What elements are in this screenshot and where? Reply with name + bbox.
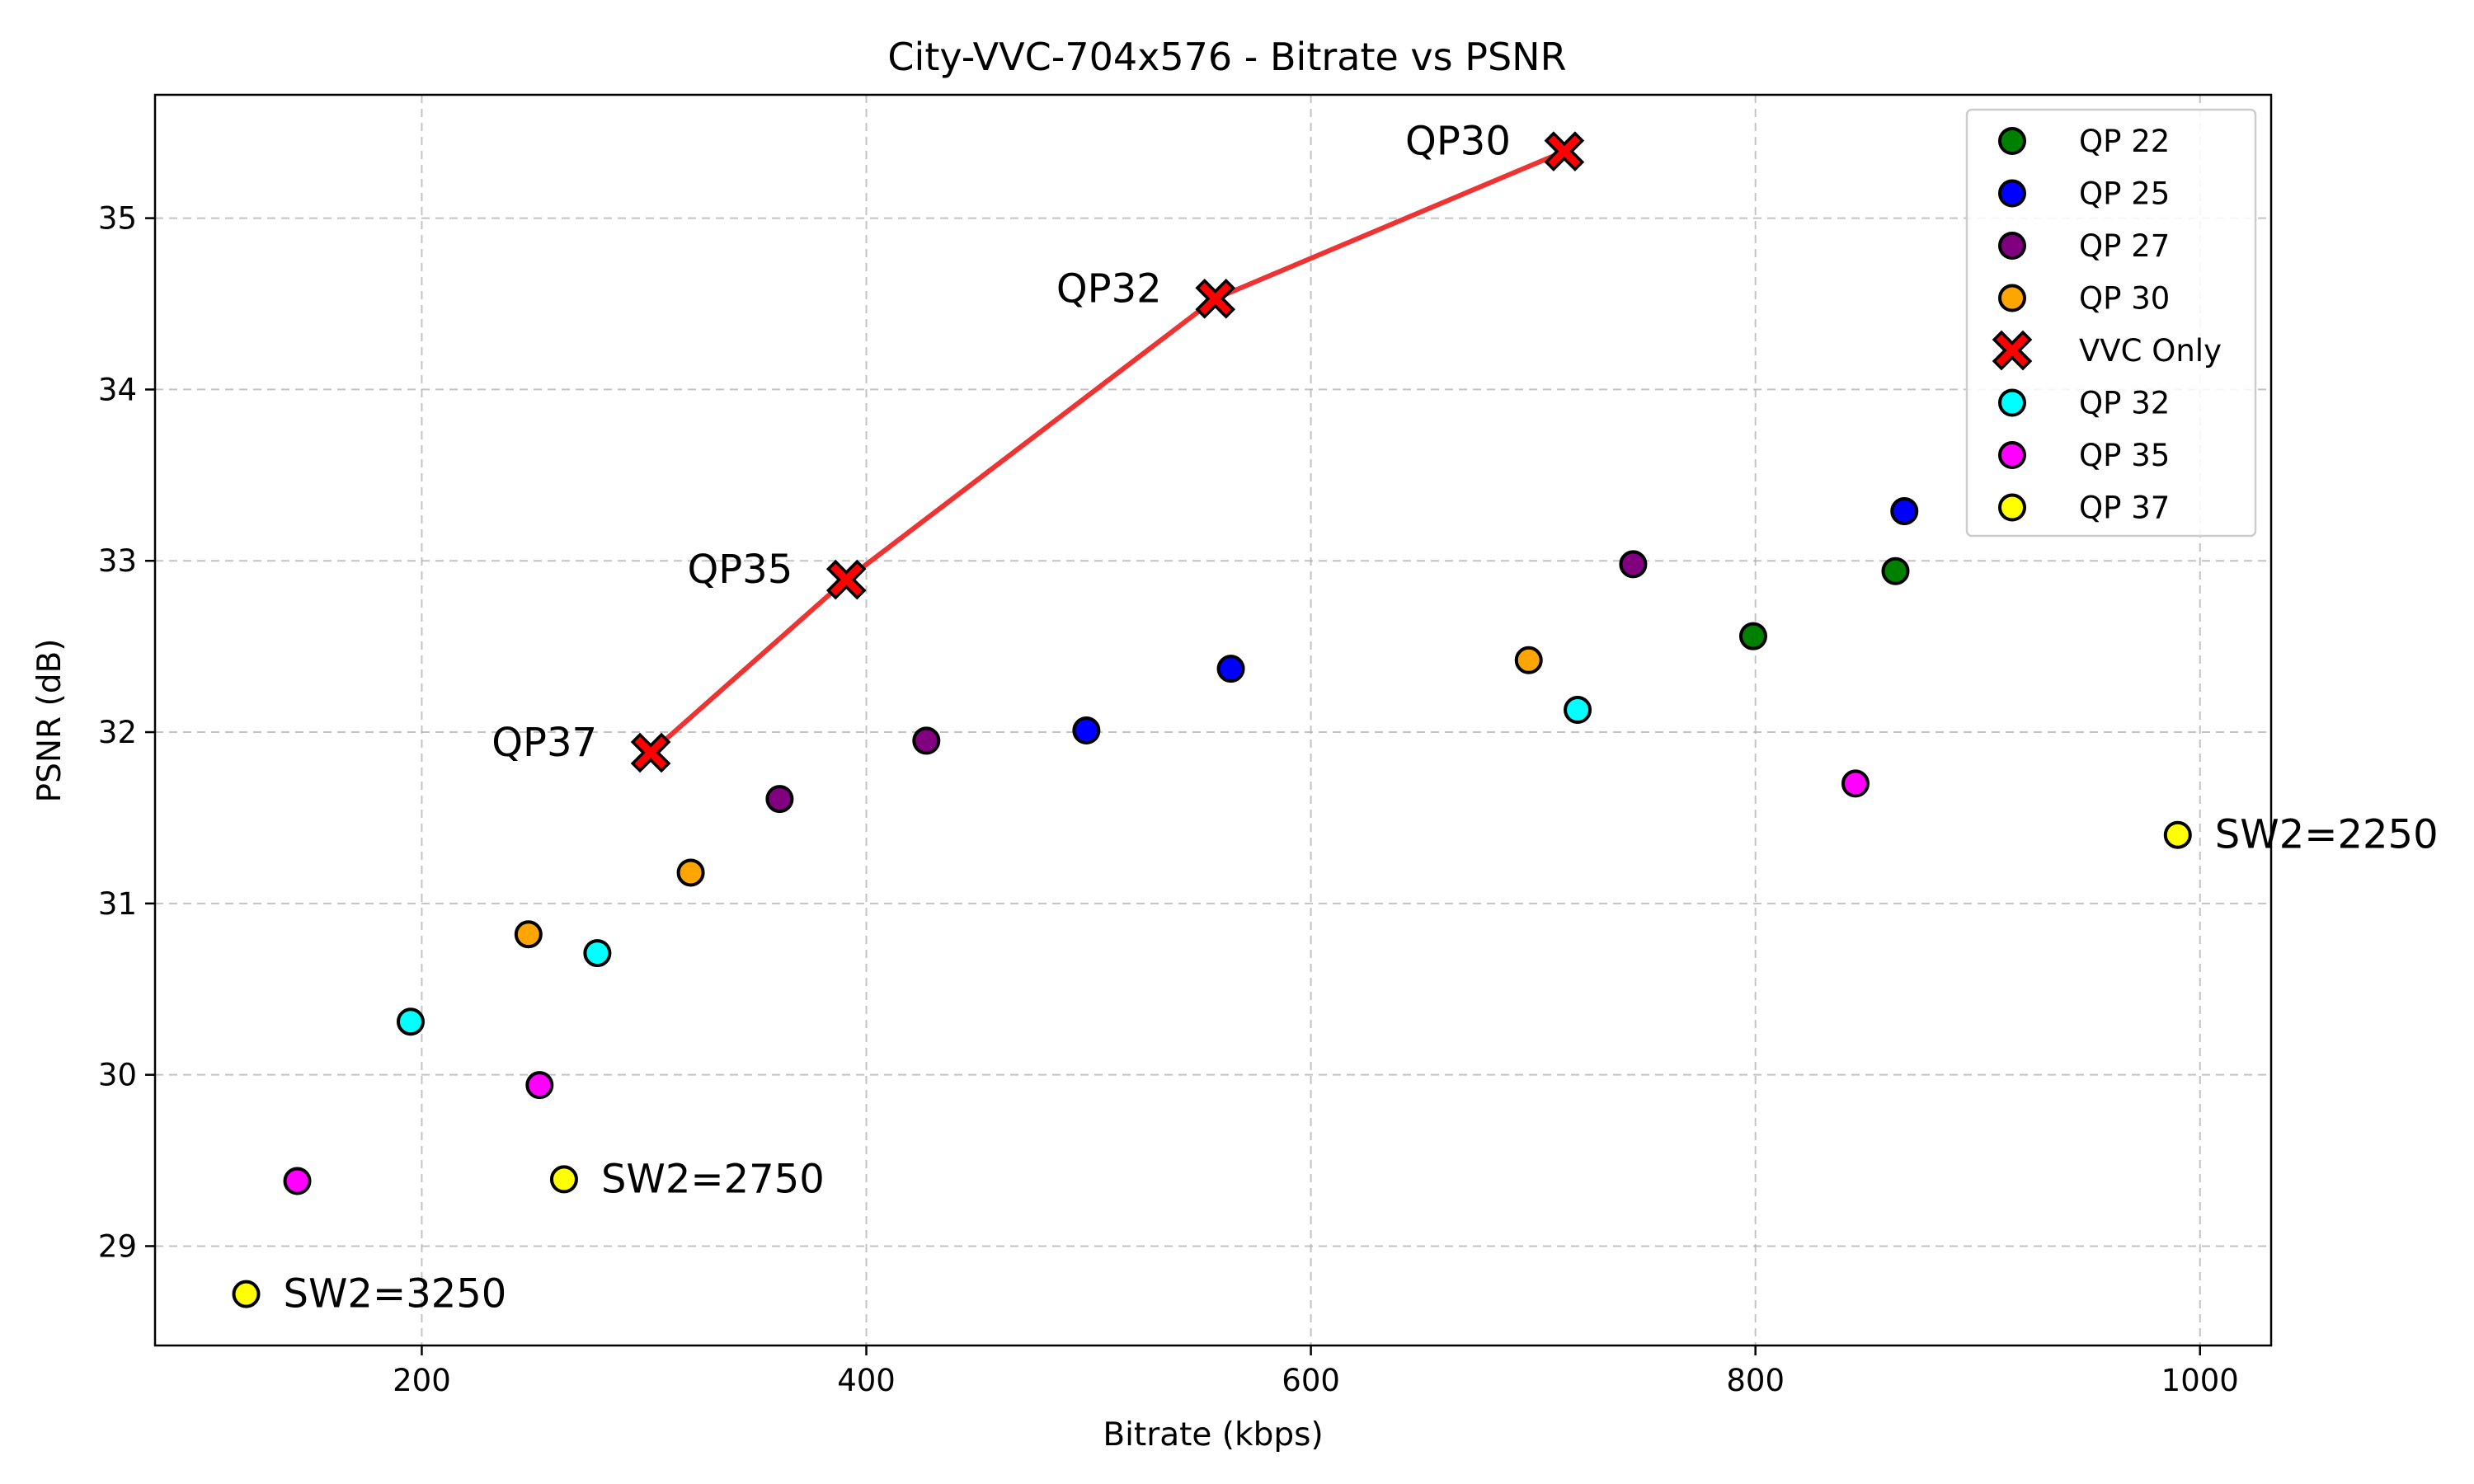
vvc-only-line	[649, 148, 1566, 755]
legend-marker-qp-27	[1998, 232, 2026, 260]
annotation-label: SW2=2750	[601, 1156, 825, 1202]
vvc-only-point-fill	[1199, 282, 1232, 315]
legend-marker-qp-22	[1998, 127, 2026, 155]
qp-22-point	[1738, 622, 1767, 650]
qp-35-point	[1841, 769, 1870, 798]
legend-label-qp-27: QP 27	[2079, 228, 2170, 264]
vvc-only-point-fill	[830, 563, 863, 596]
legend-marker-vvc-only-fill	[1996, 334, 2029, 367]
qp-25-point	[1890, 496, 1919, 525]
legend-marker-qp-25	[1998, 179, 2026, 208]
qp-35-point	[525, 1071, 554, 1100]
legend-marker-qp-32	[1998, 388, 2026, 417]
vvc-only-point	[1195, 278, 1236, 319]
legend-label-qp-37: QP 37	[2079, 491, 2170, 526]
annotation-label: QP35	[687, 547, 793, 593]
vvc-only-point	[630, 732, 671, 773]
legend-label-qp-22: QP 22	[2079, 124, 2170, 159]
legend-label-qp-30: QP 30	[2079, 281, 2170, 317]
x-axis-label: Bitrate (kbps)	[1103, 1416, 1323, 1453]
legend-label-vvc-only: VVC Only	[2079, 333, 2222, 369]
annotation-label: QP30	[1405, 119, 1511, 165]
data-points	[232, 131, 2192, 1308]
vvc-only-point	[825, 559, 867, 600]
qp-30-point	[676, 858, 705, 887]
plot-frame	[153, 93, 2273, 1347]
y-tick-label: 30	[98, 1058, 137, 1093]
axis-ticks: 200 400 600 800 1000 29 30 31 32 33 34 35	[98, 201, 2239, 1398]
qp-37-point	[2163, 820, 2192, 849]
y-tick-label: 32	[98, 715, 137, 750]
qp-32-point	[396, 1007, 425, 1036]
legend-label-qp-25: QP 25	[2079, 176, 2170, 212]
qp-37-point	[549, 1165, 578, 1194]
series-lines	[649, 148, 1566, 755]
y-tick-label: 35	[98, 201, 137, 237]
legend-marker-qp-35	[1998, 441, 2026, 469]
qp-25-point	[1072, 716, 1101, 744]
annotation-label: SW2=2250	[2215, 812, 2439, 858]
legend-frame	[1965, 108, 2257, 538]
legend-label-qp-35: QP 35	[2079, 438, 2170, 473]
annotation-label: QP32	[1056, 265, 1162, 312]
vvc-only-point	[1544, 131, 1585, 171]
x-tick-label: 1000	[2161, 1363, 2239, 1398]
vvc-only-point-fill	[1548, 135, 1581, 167]
legend: QP 22 QP 25 QP 27 QP 30 VVC Only QP 32 QP 35 QP…	[1965, 108, 2257, 538]
qp-32-point	[583, 939, 612, 968]
qp-35-point	[283, 1167, 312, 1195]
x-tick-label: 200	[393, 1363, 451, 1398]
annotation-label: SW2=3250	[284, 1271, 507, 1317]
x-tick-label: 800	[1726, 1363, 1785, 1398]
qp-27-point	[912, 726, 941, 755]
legend-label-qp-32: QP 32	[2079, 386, 2170, 421]
legend-marker-qp-30	[1998, 284, 2026, 312]
legend-marker-vvc-only	[1992, 330, 2033, 371]
legend-marker-qp-37	[1998, 493, 2026, 522]
y-tick-label: 31	[98, 886, 137, 922]
y-tick-label: 29	[98, 1228, 137, 1264]
chart-title: City-VVC-704x576 - Bitrate vs PSNR	[887, 35, 1566, 79]
qp-30-point	[514, 920, 543, 949]
y-axis-label: PSNR (dB)	[31, 639, 68, 803]
y-tick-label: 34	[98, 372, 137, 407]
qp-27-point	[765, 785, 794, 814]
annotation-label: QP37	[492, 720, 597, 766]
qp-37-point	[232, 1280, 261, 1308]
qp-27-point	[1619, 550, 1648, 579]
x-tick-label: 400	[837, 1363, 896, 1398]
qp-30-point	[1514, 646, 1543, 674]
vvc-only-point-fill	[634, 736, 667, 769]
qp-32-point	[1564, 696, 1592, 725]
qp-25-point	[1216, 655, 1245, 683]
x-tick-label: 600	[1282, 1363, 1340, 1398]
annotations: QP37 QP35 QP32 QP30 SW2=3250 SW2=2750 SW2=2250	[284, 119, 2439, 1317]
y-tick-label: 33	[98, 543, 137, 579]
qp-22-point	[1881, 556, 1910, 585]
grid	[155, 95, 2271, 1345]
